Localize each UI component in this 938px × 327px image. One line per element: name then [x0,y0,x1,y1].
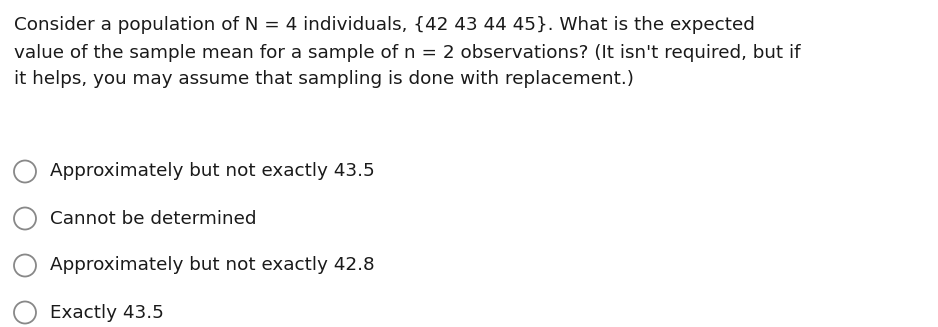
Text: Approximately but not exactly 42.8: Approximately but not exactly 42.8 [50,256,374,274]
Ellipse shape [14,254,36,277]
Ellipse shape [14,161,36,182]
Text: Exactly 43.5: Exactly 43.5 [50,303,164,321]
Text: Consider a population of N = 4 individuals, {42 43 44 45}. What is the expected: Consider a population of N = 4 individua… [14,16,755,35]
Ellipse shape [14,301,36,323]
Text: it helps, you may assume that sampling is done with replacement.): it helps, you may assume that sampling i… [14,71,634,89]
Ellipse shape [14,208,36,230]
Text: Cannot be determined: Cannot be determined [50,210,256,228]
Text: Approximately but not exactly 43.5: Approximately but not exactly 43.5 [50,163,375,181]
Text: value of the sample mean for a sample of n = 2 observations? (It isn't required,: value of the sample mean for a sample of… [14,43,800,61]
